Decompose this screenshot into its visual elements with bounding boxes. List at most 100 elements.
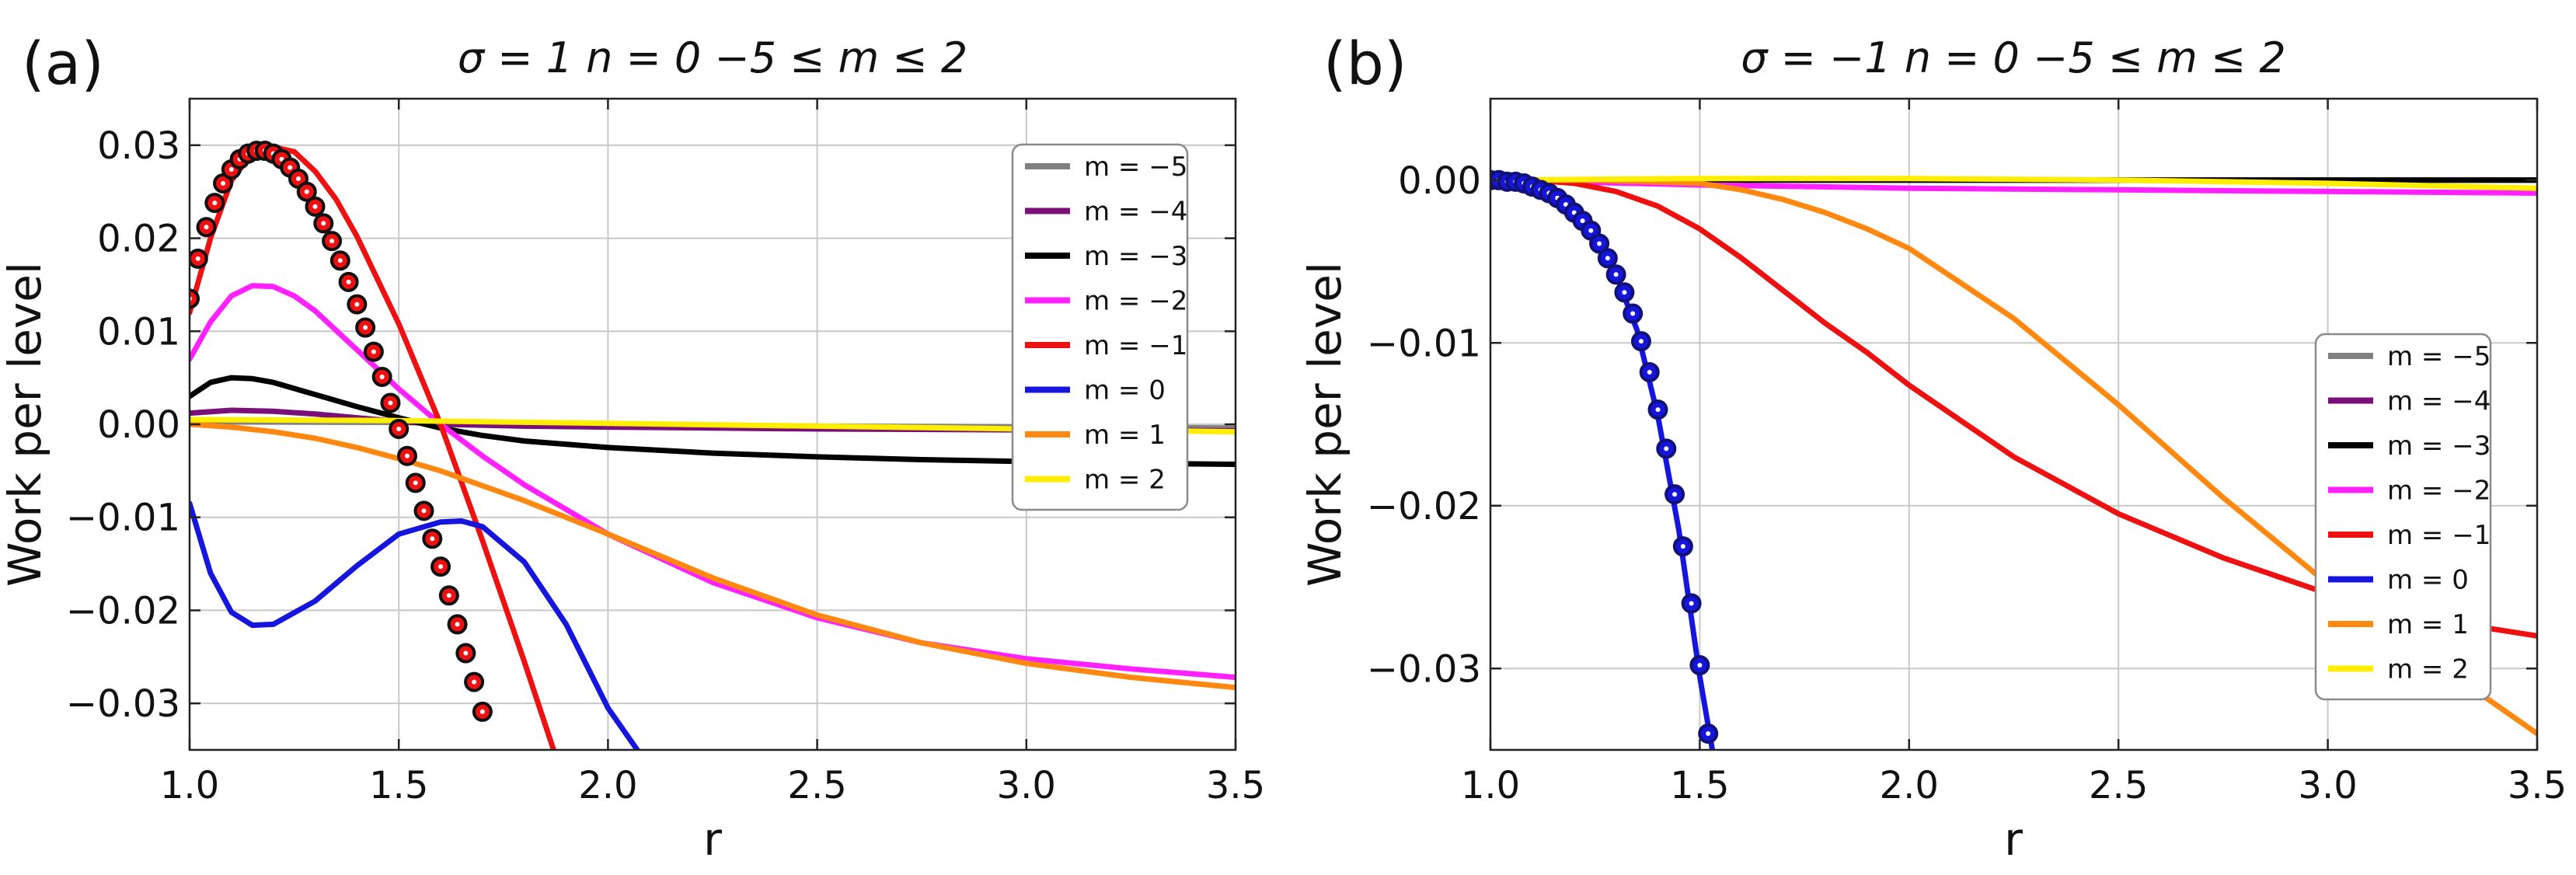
y-tick-label: −0.01 <box>66 497 180 540</box>
marker-point-center <box>1689 601 1694 606</box>
legend-entry-label: m = −4 <box>2387 386 2491 417</box>
legend-entry-label: m = 2 <box>2387 654 2469 685</box>
marker-point-center <box>1655 407 1661 413</box>
marker-point-center <box>1697 663 1703 668</box>
x-tick-label: 1.0 <box>1461 764 1520 807</box>
marker-point-center <box>371 349 376 354</box>
marker-point-center <box>421 508 427 514</box>
series-line-4 <box>1490 177 2537 639</box>
marker-point-center <box>321 221 326 226</box>
legend-entry-label: m = −2 <box>1084 286 1187 317</box>
marker-point-center <box>404 453 410 458</box>
marker-point-center <box>346 279 351 284</box>
y-tick-label: 0.00 <box>1398 159 1481 203</box>
marker-point-center <box>463 650 469 656</box>
y-axis-label: Work per level <box>1298 262 1351 587</box>
marker-point-center <box>455 622 460 627</box>
x-tick-label: 3.5 <box>2508 764 2567 807</box>
legend-entry-label: m = −3 <box>2387 431 2491 462</box>
legend-entry-label: m = −5 <box>1084 152 1187 183</box>
marker-point-center <box>1597 241 1602 246</box>
chart-title: σ = 1 n = 0 −5 ≤ m ≤ 2 <box>458 33 967 82</box>
y-tick-label: 0.00 <box>97 403 180 447</box>
x-tick-label: 3.5 <box>1206 764 1265 807</box>
legend-entry-label: m = 1 <box>1084 420 1166 451</box>
legend-entry-label: m = −3 <box>1084 241 1187 272</box>
y-tick-label: −0.01 <box>1367 322 1481 365</box>
y-tick-label: 0.02 <box>97 218 180 261</box>
legend-entry-label: m = −2 <box>2387 476 2491 507</box>
panel-label: (a) <box>22 29 104 98</box>
marker-point-center <box>1664 446 1669 451</box>
marker-point-center <box>337 258 343 263</box>
marker-point-center <box>1580 218 1585 224</box>
marker-point-center <box>312 204 318 209</box>
marker-point-center <box>1706 731 1711 737</box>
x-tick-label: 2.0 <box>578 764 637 807</box>
marker-point <box>190 288 200 309</box>
marker-point-center <box>430 536 435 542</box>
marker-point-center <box>329 239 335 244</box>
legend-entry-label: m = −5 <box>2387 341 2491 372</box>
series-line-6 <box>1490 177 2537 737</box>
marker-group <box>1490 169 1719 744</box>
x-tick-label: 2.0 <box>1880 764 1939 807</box>
marker-point-center <box>396 426 402 431</box>
legend: m = −5 m = −4 m = −3 m = −2 m = −1 m = 0 m = 1… <box>1011 143 1189 511</box>
marker-point-center <box>1613 272 1619 277</box>
legend-entry-label: m = −4 <box>1084 197 1187 228</box>
series-line-7 <box>1490 176 2537 191</box>
marker-point-center <box>354 302 360 307</box>
marker-point-center <box>295 176 301 181</box>
panel-a: (a) σ = 1 n = 0 −5 ≤ m ≤ 2 1.0 1.5 2.0 2.5 3.0… <box>0 29 1265 866</box>
series-line-6 <box>190 421 1236 691</box>
y-tick-label: −0.02 <box>66 589 180 633</box>
x-tick-label: 1.0 <box>160 764 219 807</box>
marker-point-center <box>1605 256 1610 261</box>
x-tick-label: 2.5 <box>787 764 846 807</box>
legend-entry-label: m = 2 <box>1084 465 1166 496</box>
x-tick-label: 1.5 <box>1670 764 1729 807</box>
marker-point-center <box>1680 544 1685 549</box>
marker-point-center <box>1647 369 1652 375</box>
legend-entry-label: m = −1 <box>1084 330 1187 361</box>
marker-point-center <box>479 709 485 714</box>
series-line-5 <box>190 500 640 750</box>
y-tick-label: −0.02 <box>1367 485 1481 528</box>
panel-b: (b) σ = −1 n = 0 −5 ≤ m ≤ 2 1.0 1.5 2.0 2.5 3.… <box>1298 29 2567 866</box>
marker-point-center <box>446 593 451 598</box>
marker-point-center <box>1630 311 1636 316</box>
marker-point-center <box>438 564 444 570</box>
series-line-2 <box>190 375 1236 467</box>
y-tick-label: 0.03 <box>97 124 180 168</box>
plot-frame <box>1489 97 2539 751</box>
x-tick-label: 3.0 <box>2298 764 2357 807</box>
marker-point-center <box>1672 492 1678 497</box>
marker-point-center <box>228 166 234 172</box>
marker-point-center <box>212 200 218 206</box>
x-tick-label: 3.0 <box>997 764 1056 807</box>
marker-point-center <box>1588 228 1594 233</box>
marker-point-center <box>1622 290 1627 295</box>
y-tick-label: 0.01 <box>97 310 180 354</box>
marker-point-center <box>379 374 385 379</box>
marker-point-center <box>413 480 418 486</box>
legend-entry-label: m = 0 <box>1084 375 1166 406</box>
marker-point-center <box>279 156 284 162</box>
legend-box <box>2314 333 2492 701</box>
chart-title: σ = −1 n = 0 −5 ≤ m ≤ 2 <box>1741 33 2286 82</box>
marker-point-center <box>472 679 477 685</box>
marker-group <box>190 141 493 722</box>
marker-point-center <box>221 180 226 186</box>
marker-point-center <box>204 225 209 230</box>
marker-point-center <box>195 256 200 261</box>
marker-point-center <box>304 189 309 194</box>
legend: m = −5 m = −4 m = −3 m = −2 m = −1 m = 0 m = 1… <box>2314 333 2492 701</box>
legend-entry-label: m = −1 <box>2387 520 2491 551</box>
marker-point-center <box>363 325 368 330</box>
panel-label: (b) <box>1323 29 1407 98</box>
x-axis-label: r <box>2004 813 2023 866</box>
legend-entry-label: m = 0 <box>2387 565 2469 596</box>
